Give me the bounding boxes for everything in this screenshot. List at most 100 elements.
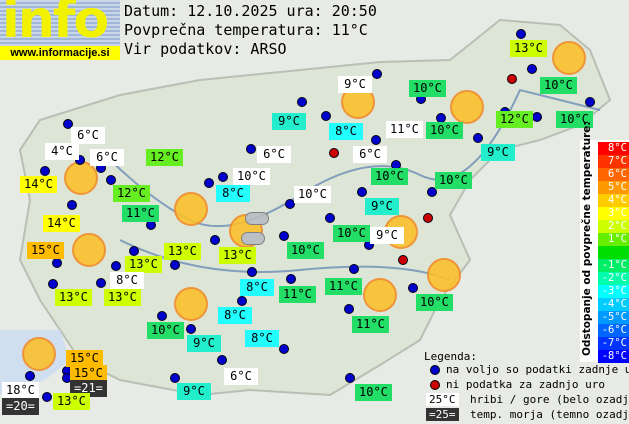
- station-dot-available[interactable]: [345, 373, 355, 383]
- temperature-label: =21=: [70, 380, 107, 397]
- scale-step: -1°C: [598, 259, 629, 272]
- partly-cloudy-icon: [229, 212, 269, 248]
- station-dot-available[interactable]: [527, 64, 537, 74]
- sun-icon: [174, 192, 208, 226]
- legend-sea: temp. morja (temno ozadje): [470, 408, 629, 421]
- station-dot-no-data[interactable]: [507, 74, 517, 84]
- station-dot-available[interactable]: [67, 200, 77, 210]
- temperature-label: 13°C: [219, 247, 256, 264]
- station-dot-no-data[interactable]: [398, 255, 408, 265]
- station-dot-available[interactable]: [247, 267, 257, 277]
- temperature-label: 11°C: [279, 286, 316, 303]
- station-dot-available[interactable]: [129, 246, 139, 256]
- temperature-label: 15°C: [27, 242, 64, 259]
- logo-url[interactable]: www.informacije.si: [0, 46, 120, 60]
- temperature-label: 11°C: [352, 316, 389, 333]
- temperature-label: 9°C: [370, 227, 404, 244]
- station-dot-available[interactable]: [52, 258, 62, 268]
- station-dot-available[interactable]: [321, 111, 331, 121]
- station-dot-available[interactable]: [286, 274, 296, 284]
- temperature-label: =20=: [2, 398, 39, 415]
- temperature-label: 13°C: [125, 256, 162, 273]
- station-dot-available[interactable]: [372, 69, 382, 79]
- station-dot-available[interactable]: [40, 166, 50, 176]
- station-dot-available[interactable]: [170, 260, 180, 270]
- station-dot-available[interactable]: [106, 175, 116, 185]
- station-dot-available[interactable]: [204, 178, 214, 188]
- station-dot-no-data[interactable]: [423, 213, 433, 223]
- temperature-label: 12°C: [146, 149, 183, 166]
- station-dot-available[interactable]: [42, 392, 52, 402]
- legend-sea-sample: =25=: [426, 408, 459, 421]
- sun-icon: [450, 90, 484, 124]
- station-dot-available[interactable]: [48, 279, 58, 289]
- temperature-label: 11°C: [122, 205, 159, 222]
- station-dot-available[interactable]: [218, 172, 228, 182]
- station-dot-available[interactable]: [210, 235, 220, 245]
- station-dot-available[interactable]: [96, 278, 106, 288]
- station-dot-available[interactable]: [585, 97, 595, 107]
- station-dot-available[interactable]: [75, 155, 85, 165]
- station-dot-available[interactable]: [157, 311, 167, 321]
- station-dot-available[interactable]: [325, 213, 335, 223]
- legend-mountain: hribi / gore (belo ozadje): [470, 393, 629, 406]
- station-dot-available[interactable]: [246, 144, 256, 154]
- station-dot-available[interactable]: [279, 344, 289, 354]
- temperature-label: 13°C: [55, 289, 92, 306]
- station-dot-available[interactable]: [408, 283, 418, 293]
- legend-no-data: ni podatka za zadnjo uro: [446, 378, 605, 391]
- temperature-label: 8°C: [216, 185, 250, 202]
- deviation-scale: Odstopanje od povprečne temperature: 8°C…: [580, 121, 629, 363]
- station-dot-available[interactable]: [186, 324, 196, 334]
- logo-text: info: [2, 0, 109, 50]
- temperature-label: 9°C: [481, 144, 515, 161]
- cloud-icon: [241, 232, 265, 245]
- scale-step: -3°C: [598, 285, 629, 298]
- station-dot-available[interactable]: [357, 187, 367, 197]
- blue-dot-icon: [430, 365, 440, 375]
- station-dot-available[interactable]: [344, 304, 354, 314]
- station-dot-available[interactable]: [217, 355, 227, 365]
- station-dot-available[interactable]: [25, 371, 35, 381]
- legend-available: na voljo so podatki zadnje ure: [446, 363, 629, 376]
- temperature-label: 6°C: [353, 146, 387, 163]
- red-dot-icon: [430, 380, 440, 390]
- scale-step: 1°C: [598, 233, 629, 246]
- station-dot-no-data[interactable]: [329, 148, 339, 158]
- data-source: Vir podatkov: ARSO: [124, 40, 287, 58]
- scale-step: -2°C: [598, 272, 629, 285]
- station-dot-available[interactable]: [427, 187, 437, 197]
- station-dot-available[interactable]: [371, 135, 381, 145]
- temperature-label: 8°C: [245, 330, 279, 347]
- station-dot-available[interactable]: [111, 261, 121, 271]
- sun-icon: [64, 161, 98, 195]
- station-dot-available[interactable]: [63, 119, 73, 129]
- temperature-label: 10°C: [416, 294, 453, 311]
- station-dot-available[interactable]: [532, 112, 542, 122]
- scale-step: [598, 246, 629, 259]
- temperature-label: 14°C: [43, 215, 80, 232]
- temperature-label: 10°C: [147, 322, 184, 339]
- temperature-label: 13°C: [104, 289, 141, 306]
- temperature-label: 11°C: [325, 278, 362, 295]
- scale-step: -6°C: [598, 324, 629, 337]
- scale-step: -4°C: [598, 298, 629, 311]
- station-dot-available[interactable]: [237, 296, 247, 306]
- station-dot-available[interactable]: [170, 373, 180, 383]
- temperature-label: 18°C: [2, 382, 39, 399]
- temperature-label: 10°C: [333, 225, 370, 242]
- station-dot-available[interactable]: [279, 231, 289, 241]
- station-dot-available[interactable]: [516, 29, 526, 39]
- station-dot-available[interactable]: [473, 133, 483, 143]
- station-dot-available[interactable]: [285, 199, 295, 209]
- station-dot-available[interactable]: [297, 97, 307, 107]
- station-dot-available[interactable]: [349, 264, 359, 274]
- temperature-label: 6°C: [224, 368, 258, 385]
- logo[interactable]: info www.informacije.si: [0, 0, 120, 60]
- scale-step: -7°C: [598, 337, 629, 350]
- scale-step: -5°C: [598, 311, 629, 324]
- temperature-label: 9°C: [177, 383, 211, 400]
- temperature-label: 10°C: [355, 384, 392, 401]
- temperature-label: 8°C: [240, 279, 274, 296]
- date-line: Datum: 12.10.2025 ura: 20:50: [124, 2, 377, 20]
